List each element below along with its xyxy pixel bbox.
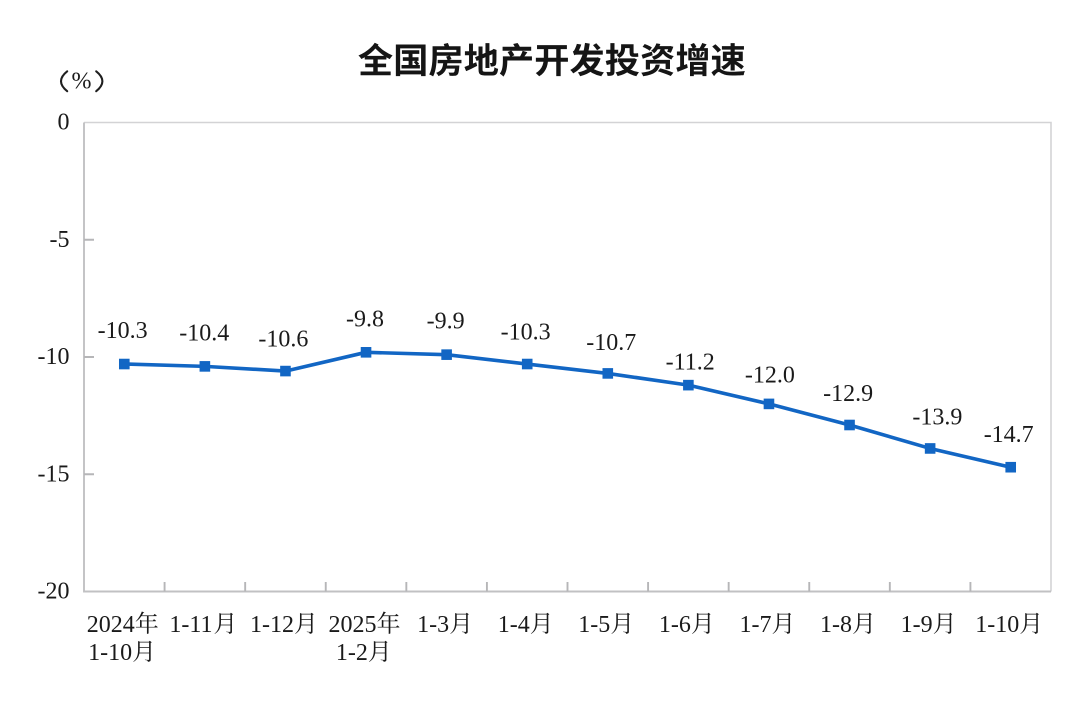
svg-text:1-7: 1-7 — [739, 612, 771, 638]
svg-text:-9.9: -9.9 — [427, 309, 465, 335]
svg-text:0: 0 — [58, 110, 70, 136]
svg-text:1-3: 1-3 — [417, 612, 449, 638]
svg-text:-15: -15 — [38, 461, 70, 487]
svg-text:1-11: 1-11 — [169, 612, 212, 638]
svg-text:1-6: 1-6 — [659, 612, 691, 638]
svg-text:-13.9: -13.9 — [912, 405, 962, 431]
svg-text:-11.2: -11.2 — [666, 350, 715, 376]
svg-text:-12.0: -12.0 — [745, 362, 795, 388]
svg-text:-14.7: -14.7 — [984, 422, 1034, 448]
svg-text:1-12: 1-12 — [250, 612, 294, 638]
svg-text:1-10: 1-10 — [88, 640, 132, 666]
svg-text:1-10: 1-10 — [975, 612, 1019, 638]
svg-text:-10.4: -10.4 — [179, 320, 229, 346]
svg-text:-10: -10 — [38, 344, 70, 370]
svg-text:-20: -20 — [38, 579, 70, 605]
svg-text:-10.6: -10.6 — [258, 327, 308, 353]
svg-text:-5: -5 — [50, 227, 70, 253]
svg-text:-10.7: -10.7 — [586, 330, 636, 356]
svg-text:1-8: 1-8 — [820, 612, 852, 638]
svg-text:2024: 2024 — [87, 612, 135, 638]
svg-text:1-4: 1-4 — [498, 612, 530, 638]
svg-text:-12.9: -12.9 — [823, 381, 873, 407]
svg-text:-10.3: -10.3 — [501, 319, 551, 345]
svg-text:1-2: 1-2 — [336, 640, 368, 666]
svg-text:%: % — [72, 69, 92, 95]
svg-text:2025: 2025 — [329, 612, 377, 638]
svg-text:1-5: 1-5 — [578, 612, 610, 638]
svg-text:-10.3: -10.3 — [98, 318, 148, 344]
svg-text:1-9: 1-9 — [901, 612, 933, 638]
svg-text:-9.8: -9.8 — [346, 307, 384, 333]
